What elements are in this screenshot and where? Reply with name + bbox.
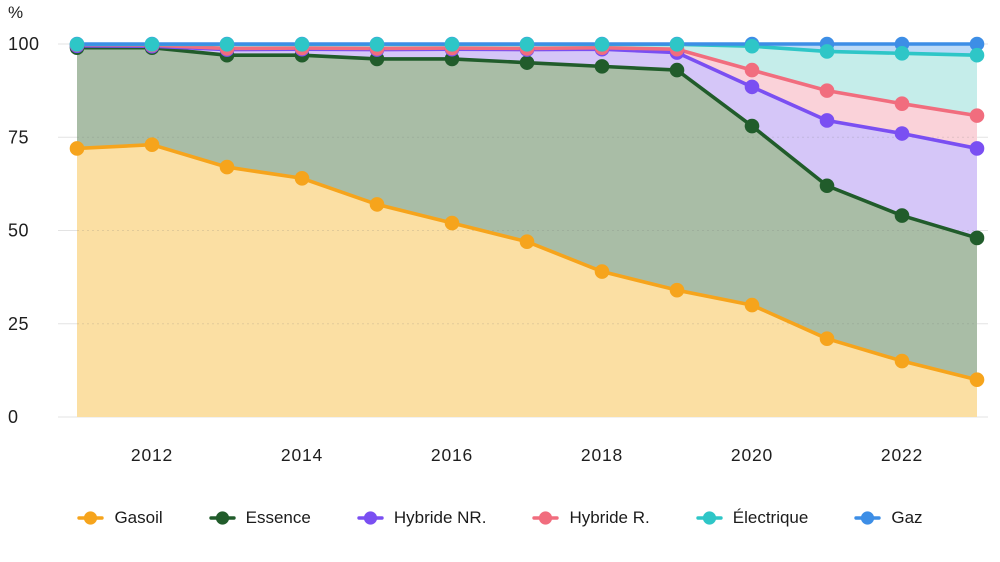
point-electrique-2018[interactable] [594, 37, 610, 52]
y-axis-tick-100: 100 [8, 34, 40, 54]
x-axis-tick-2022: 2022 [881, 445, 923, 465]
x-axis-tick-2012: 2012 [131, 445, 173, 465]
point-hybride-r-2022[interactable] [894, 96, 910, 111]
point-essence-2020[interactable] [744, 118, 760, 134]
point-hybride-nr-2021[interactable] [819, 113, 835, 128]
point-gasoil-2013[interactable] [219, 159, 235, 175]
point-hybride-r-2020[interactable] [744, 62, 760, 78]
point-electrique-2013[interactable] [219, 37, 235, 52]
legend-item-electrique[interactable]: Électrique [696, 508, 809, 528]
point-electrique-2011[interactable] [69, 37, 85, 52]
point-essence-2021[interactable] [819, 178, 835, 194]
point-gasoil-2022[interactable] [894, 353, 910, 369]
legend-item-hybride-nr[interactable]: Hybride NR. [357, 508, 487, 528]
point-electrique-2012[interactable] [144, 37, 160, 52]
legend-label-gasoil: Gasoil [114, 508, 163, 527]
chart-legend: Gasoil Essence Hybride NR. Hybride R. Électr… [0, 498, 1000, 538]
point-electrique-2023[interactable] [969, 47, 985, 63]
point-electrique-2019[interactable] [669, 37, 685, 52]
y-axis-tick-0: 0 [8, 407, 19, 427]
legend-marker-icon-gasoil [77, 511, 105, 525]
point-essence-2017[interactable] [519, 55, 535, 70]
x-axis-tick-2014: 2014 [281, 445, 323, 465]
point-gasoil-2020[interactable] [744, 297, 760, 313]
point-hybride-nr-2020[interactable] [744, 79, 760, 95]
legend-marker-icon-gaz [854, 511, 882, 525]
point-gasoil-2016[interactable] [444, 215, 460, 231]
x-axis-tick-2020: 2020 [731, 445, 773, 465]
x-axis-tick-2018: 2018 [581, 445, 623, 465]
point-essence-2019[interactable] [669, 62, 685, 78]
legend-label-hybride-r: Hybride R. [569, 508, 650, 527]
point-electrique-2017[interactable] [519, 37, 535, 52]
legend-marker-icon-electrique [696, 511, 723, 525]
stacked-area-chart: 0 25 50 75 100% 2012 2014 2016 2018 2020 2022 [8, 3, 988, 465]
point-gasoil-2023[interactable] [969, 372, 985, 388]
point-gasoil-2012[interactable] [144, 137, 160, 153]
y-axis-unit-label: % [8, 3, 24, 22]
area-fill-electrique [77, 44, 977, 116]
point-electrique-2014[interactable] [294, 37, 310, 52]
point-electrique-2020[interactable] [744, 38, 760, 54]
legend-label-hybride-nr: Hybride NR. [393, 508, 487, 527]
legend-item-gaz[interactable]: Gaz [854, 508, 923, 528]
legend-marker-icon-hybride-r [532, 511, 560, 525]
point-gasoil-2021[interactable] [819, 331, 835, 346]
x-axis-tick-2016: 2016 [431, 445, 473, 465]
point-hybride-nr-2022[interactable] [894, 126, 910, 141]
point-essence-2023[interactable] [969, 230, 985, 246]
point-gasoil-2019[interactable] [669, 282, 685, 298]
y-axis-tick-25: 25 [8, 314, 29, 334]
legend-item-essence[interactable]: Essence [208, 508, 311, 528]
point-gasoil-2018[interactable] [594, 264, 610, 279]
legend-label-essence: Essence [245, 508, 311, 527]
legend-item-gasoil[interactable]: Gasoil [77, 508, 163, 528]
legend-item-hybride-r[interactable]: Hybride R. [532, 508, 650, 528]
point-hybride-nr-2023[interactable] [969, 141, 985, 156]
legend-label-electrique: Électrique [732, 508, 809, 527]
point-electrique-2022[interactable] [894, 46, 910, 61]
point-gaz-2023[interactable] [969, 36, 985, 52]
point-essence-2018[interactable] [594, 59, 610, 74]
point-essence-2022[interactable] [894, 208, 910, 223]
y-axis-tick-75: 75 [8, 127, 29, 147]
legend-marker-icon-essence [208, 511, 236, 525]
y-axis-tick-50: 50 [8, 221, 29, 241]
legend-marker-icon-hybride-nr [357, 511, 384, 525]
area-fill-gasoil [77, 144, 977, 417]
point-electrique-2015[interactable] [369, 37, 385, 52]
point-gasoil-2011[interactable] [69, 141, 85, 156]
point-gasoil-2017[interactable] [519, 234, 535, 249]
point-electrique-2016[interactable] [444, 37, 460, 52]
point-gasoil-2014[interactable] [294, 170, 310, 186]
point-electrique-2021[interactable] [819, 44, 835, 59]
point-hybride-r-2021[interactable] [819, 83, 835, 98]
point-gasoil-2015[interactable] [369, 197, 385, 212]
legend-label-gaz: Gaz [891, 508, 923, 527]
point-hybride-r-2023[interactable] [969, 108, 985, 123]
